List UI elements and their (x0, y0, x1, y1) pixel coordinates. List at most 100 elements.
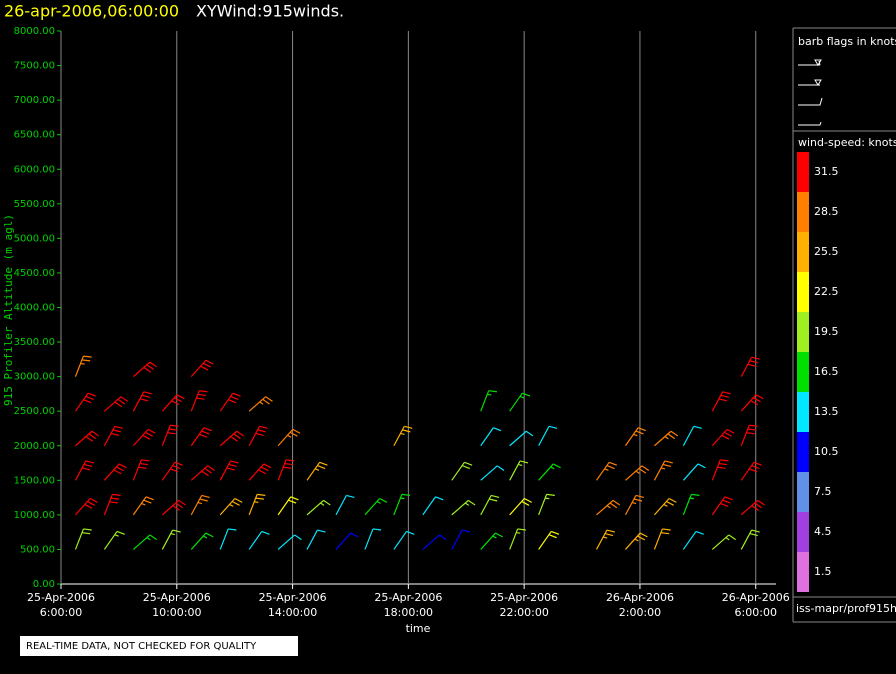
wind-barb (595, 529, 616, 550)
wind-barb (306, 461, 328, 481)
colorbar-label: 28.5 (814, 205, 839, 218)
colorbar-label: 10.5 (814, 445, 839, 458)
colorbar-swatch (797, 272, 809, 312)
x-tick-label: 2:00:00 (619, 606, 661, 619)
x-axis-label: time (406, 622, 431, 635)
wind-barb (509, 392, 531, 412)
y-tick-label: 6000.00 (14, 164, 55, 175)
wind-barb (74, 528, 92, 550)
colorbar-swatch (797, 432, 809, 472)
wind-barb (104, 396, 129, 412)
wind-barb (219, 430, 244, 447)
wind-barb (653, 497, 677, 516)
note-box (20, 636, 298, 656)
wind-barb (248, 396, 273, 412)
wind-barb (161, 499, 186, 516)
wind-barb (74, 392, 97, 412)
wind-barb (538, 493, 555, 516)
wind-barb (277, 428, 301, 447)
y-tick-label: 2500.00 (14, 406, 55, 417)
wind-barb (509, 497, 532, 516)
wind-barb (624, 427, 647, 447)
y-tick-label: 0.00 (33, 579, 55, 590)
y-tick-label: 3500.00 (14, 337, 55, 348)
wind-barb (509, 430, 534, 447)
colorbar-swatch (797, 552, 809, 592)
colorbar-label: 16.5 (814, 365, 839, 378)
wind-barb (248, 530, 270, 550)
wind-barb (248, 463, 272, 481)
legend-title: barb flags in knots (798, 35, 896, 48)
wind-barb (451, 499, 476, 516)
wind-barb (335, 494, 355, 516)
wind-barb (740, 529, 760, 550)
wind-barb (624, 494, 644, 516)
wind-barb (711, 391, 731, 412)
wind-barb (75, 497, 98, 516)
legend-barb (798, 97, 823, 106)
wind-barb (277, 459, 295, 481)
wind-barb (451, 529, 471, 550)
wind-barb (625, 465, 650, 481)
x-tick-label: 25-Apr-2006 (490, 591, 558, 604)
wind-barb (625, 532, 648, 550)
wind-barb (161, 461, 183, 481)
colorbar-swatch (797, 192, 809, 232)
x-tick-label: 25-Apr-2006 (374, 591, 442, 604)
wind-barb (393, 425, 413, 447)
colorbar-label: 25.5 (814, 245, 839, 258)
wind-barb (364, 528, 382, 550)
wind-barb (103, 425, 123, 447)
wind-barb (480, 532, 503, 550)
wind-barb (682, 463, 706, 481)
y-axis-label: 915 Profiler Altitude (m agl) (2, 214, 15, 406)
wind-barb (306, 499, 331, 516)
wind-barb (132, 534, 158, 550)
legend-barb (798, 59, 822, 66)
colorbar-label: 13.5 (814, 405, 839, 418)
wind-barb (596, 499, 621, 516)
wind-barb (190, 427, 212, 447)
wind-barb (219, 392, 241, 412)
y-tick-label: 4000.00 (14, 303, 55, 314)
colorbar-label: 22.5 (814, 285, 839, 298)
wind-barb (190, 465, 215, 481)
wind-barb (509, 460, 529, 481)
x-tick-label: 25-Apr-2006 (143, 591, 211, 604)
wind-barb (161, 394, 185, 412)
x-tick-label: 18:00:00 (384, 606, 433, 619)
x-tick-label: 14:00:00 (268, 606, 317, 619)
x-tick-label: 6:00:00 (40, 606, 82, 619)
wind-barb (364, 497, 388, 516)
wind-barb (393, 530, 415, 550)
wind-barb (480, 494, 500, 516)
y-tick-label: 8000.00 (14, 26, 55, 37)
wind-barb (682, 493, 700, 516)
wind-barb (740, 424, 758, 446)
wind-barb (161, 424, 179, 446)
wind-barb (480, 390, 497, 412)
note: REAL-TIME DATA, NOT CHECKED FOR QUALITY (26, 641, 257, 652)
legend-barb (798, 121, 822, 126)
wind-barb (132, 361, 158, 378)
colorbar-swatch (797, 352, 809, 392)
colorbar-swatch (797, 512, 809, 552)
y-tick-label: 5000.00 (14, 233, 55, 244)
y-tick-label: 1500.00 (14, 475, 55, 486)
colorbar-swatch (797, 472, 809, 512)
wind-barb (103, 463, 127, 481)
colorbar-swatch (797, 152, 809, 192)
wind-barb (740, 394, 764, 412)
barbs (74, 355, 765, 550)
wind-barb (711, 534, 736, 550)
wind-barb (682, 530, 704, 550)
y-tick-label: 5500.00 (14, 199, 55, 210)
y-tick-label: 7500.00 (14, 61, 55, 72)
wind-barb (596, 461, 618, 481)
y-tick-label: 1000.00 (14, 510, 55, 521)
colorbar-label: 4.5 (814, 525, 832, 538)
wind-barb (538, 425, 558, 447)
wind-barb (538, 530, 560, 550)
wind-barb (538, 463, 561, 481)
colorbar-label: 7.5 (814, 485, 832, 498)
